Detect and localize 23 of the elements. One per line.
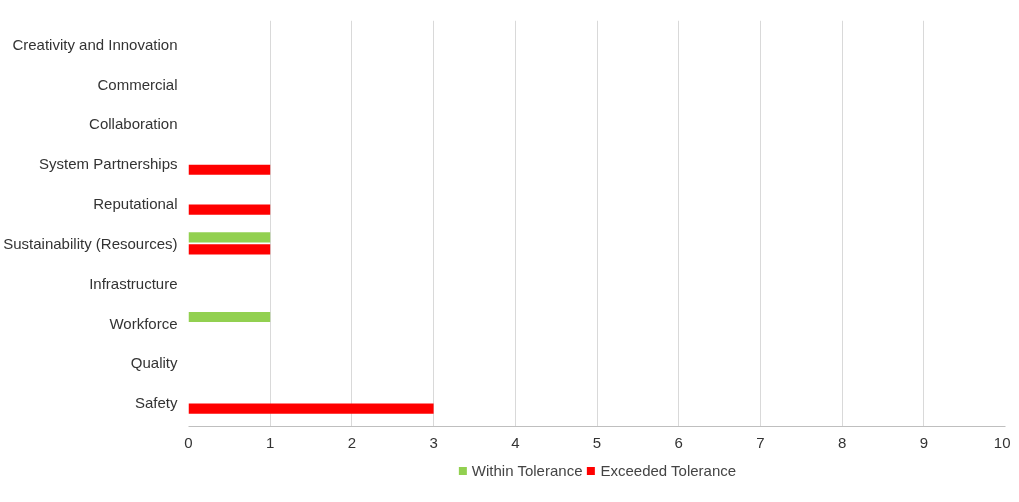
x-tick-label: 9 [919, 433, 928, 451]
y-tick-label: Creativity and Innovation [12, 35, 178, 53]
x-tick-label: 2 [347, 433, 357, 451]
y-tick-label: Commercial [97, 75, 178, 93]
y-tick-label: System Partnerships [39, 155, 178, 173]
x-tick-label: 5 [592, 433, 602, 451]
y-tick-label: Infrastructure [89, 274, 178, 292]
x-tick-label: 10 [993, 433, 1011, 451]
y-tick-label: Safety [134, 394, 178, 412]
x-tick-label: 1 [266, 433, 275, 451]
y-tick-label: Reputational [93, 195, 178, 213]
x-tick-label: 0 [184, 433, 193, 451]
y-tick-label: Sustainability (Resources) [3, 234, 178, 252]
y-tick-label: Collaboration [89, 115, 178, 133]
y-tick-label: Quality [130, 354, 178, 372]
x-tick-label: 6 [674, 433, 683, 451]
x-tick-label: 8 [837, 433, 847, 451]
y-tick-label: Workforce [109, 314, 178, 332]
legend-label: Exceeded Tolerance [600, 461, 737, 479]
x-tick-label: 3 [429, 433, 438, 451]
x-tick-label: 4 [511, 433, 520, 451]
x-tick-label: 7 [756, 433, 765, 451]
legend-label: Within Tolerance [471, 461, 583, 479]
